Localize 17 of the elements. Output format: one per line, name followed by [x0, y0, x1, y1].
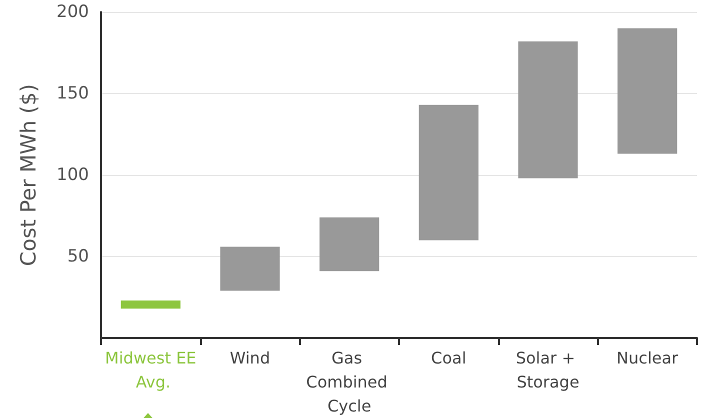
y-axis-title: Cost Per MWh ($) — [16, 84, 40, 266]
y-tick-label: 150 — [56, 84, 89, 104]
y-tick-label: 100 — [56, 165, 89, 185]
x-tick-label: Wind — [230, 348, 270, 368]
x-tick-label: Midwest EE Avg. — [105, 348, 196, 392]
y-tick-label: 50 — [67, 246, 89, 266]
y-tick-label: 200 — [56, 2, 89, 22]
x-tick-label: Solar + Storage — [516, 348, 580, 392]
bar — [320, 217, 380, 272]
bar — [120, 300, 180, 309]
bar — [518, 41, 578, 178]
x-tick-label: Coal — [431, 348, 466, 368]
bar — [618, 28, 678, 154]
x-tick-label: Nuclear — [616, 348, 679, 368]
bar — [418, 104, 478, 240]
x-tick-label: Gas Combined Cycle — [306, 348, 393, 416]
bar — [220, 246, 280, 291]
